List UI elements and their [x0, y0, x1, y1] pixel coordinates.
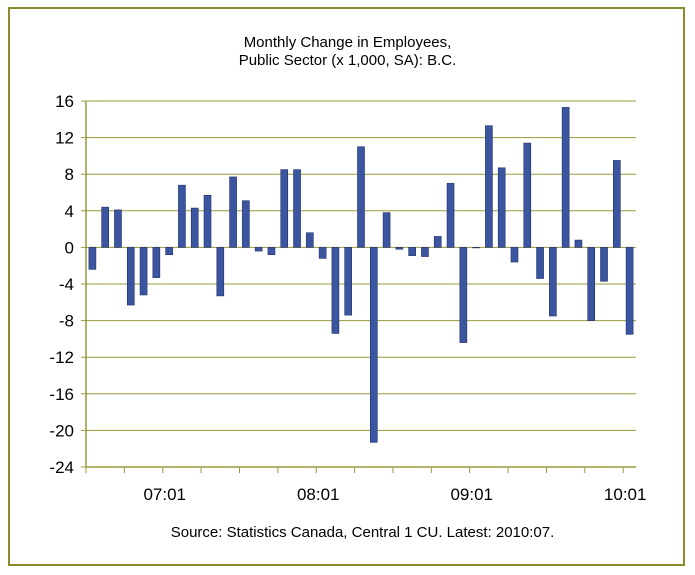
bar [216, 247, 225, 297]
bar [357, 146, 365, 248]
chart-title-line-1: Monthly Change in Employees, [243, 34, 452, 51]
bars [88, 107, 634, 443]
bar [369, 247, 378, 443]
bar [408, 247, 416, 256]
bar [613, 160, 621, 248]
y-tick-label: -16 [49, 385, 74, 404]
bar [587, 247, 596, 321]
y-tick-label: -8 [59, 312, 74, 331]
y-tick-label: -12 [49, 348, 74, 367]
bar [114, 209, 122, 248]
bar [88, 247, 97, 270]
y-tick-label: 4 [65, 202, 74, 221]
bar [536, 247, 544, 279]
y-tick-label: 8 [65, 165, 74, 184]
bar [306, 232, 314, 248]
x-tick-label: 10:01 [604, 485, 647, 504]
bar [178, 184, 186, 248]
bar [101, 206, 109, 248]
y-tick-label: 12 [55, 129, 74, 148]
bar [152, 247, 161, 278]
bar [293, 169, 301, 248]
x-tick-label: 09:01 [450, 485, 493, 504]
axes [81, 100, 636, 473]
chart-title: Monthly Change in Employees, Public Sect… [0, 34, 695, 70]
bar [574, 239, 583, 248]
bar [549, 247, 557, 317]
bar [242, 200, 250, 248]
y-tick-label: -4 [59, 275, 74, 294]
y-tick-label: 16 [55, 92, 74, 111]
x-tick-label: 07:01 [143, 485, 186, 504]
source-note: Source: Statistics Canada, Central 1 CU.… [170, 524, 555, 541]
bar [510, 247, 519, 263]
bar [382, 212, 391, 248]
x-tick-label: 08:01 [297, 485, 340, 504]
bar [497, 167, 506, 248]
bar [600, 247, 608, 282]
bar [126, 247, 135, 306]
bar [433, 236, 442, 248]
y-tick-labels: 16 12 8 4 0 -4 -8 -12 -16 -20 -24 [49, 92, 74, 477]
bar [485, 125, 493, 248]
bar [459, 247, 468, 343]
bar [625, 247, 634, 335]
bar [395, 247, 404, 250]
x-tick-labels: 07:01 08:01 09:01 10:01 [143, 485, 646, 504]
bar [331, 247, 340, 334]
bar [561, 107, 570, 248]
bar [267, 247, 276, 256]
bar [446, 183, 455, 248]
bar [139, 247, 148, 296]
bar [344, 247, 353, 316]
bar [203, 194, 212, 248]
bar [318, 247, 327, 259]
chart-title-line-2: Public Sector (x 1,000, SA): B.C. [238, 52, 457, 69]
bar [280, 169, 289, 248]
bar [472, 247, 480, 249]
y-tick-label: 0 [65, 238, 74, 257]
bar [421, 247, 429, 257]
bar [254, 247, 263, 252]
bar [229, 176, 237, 248]
bar [523, 142, 532, 248]
y-tick-label: -20 [49, 421, 74, 440]
bar [190, 207, 199, 248]
y-tick-label: -24 [49, 458, 74, 477]
bar [165, 247, 173, 256]
